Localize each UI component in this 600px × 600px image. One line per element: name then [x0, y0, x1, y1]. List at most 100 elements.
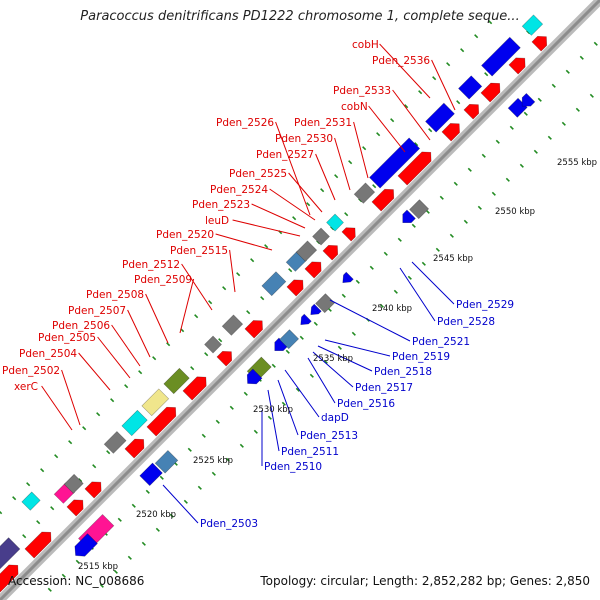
forward-gene: [369, 137, 421, 189]
tick-mark: [523, 111, 528, 116]
forward-gene: [63, 473, 84, 494]
tick-mark: [155, 527, 160, 532]
kbp-label: 2535 kbp: [313, 354, 353, 364]
tick-mark: [159, 475, 164, 480]
tick-mark: [439, 195, 444, 200]
forward-gene-shape: [312, 227, 330, 246]
reverse-gene-shape: [139, 462, 163, 487]
forward-gene: [480, 82, 501, 103]
tick-mark: [26, 482, 31, 487]
leader-line: [269, 188, 316, 221]
forward-gene-label: Pden_2525: [229, 168, 287, 180]
leader-line: [145, 293, 169, 344]
forward-gene: [286, 279, 304, 297]
leader-line: [353, 121, 369, 179]
tick-mark: [348, 160, 353, 165]
tick-mark: [113, 569, 118, 574]
forward-gene-shape: [458, 75, 483, 100]
forward-gene-shape: [163, 367, 190, 395]
tick-mark: [474, 34, 479, 39]
reverse-gene-shape: [154, 450, 179, 474]
tick-mark: [362, 146, 367, 151]
forward-gene-shape: [84, 481, 102, 499]
leader-line: [251, 203, 306, 229]
tick-mark: [271, 363, 276, 368]
tick-mark: [313, 321, 318, 326]
tick-mark: [393, 289, 398, 294]
leader-line: [288, 172, 323, 213]
forward-gene-label: Pden_2507: [68, 305, 126, 317]
forward-gene-label: Pden_2531: [294, 117, 352, 129]
forward-gene-shape: [508, 57, 526, 75]
tick-mark: [215, 419, 220, 424]
reverse-gene-shape: [409, 199, 430, 220]
forward-gene-shape: [322, 244, 339, 261]
forward-gene-label: cobN: [341, 101, 368, 113]
tick-mark: [341, 293, 346, 298]
tick-mark: [218, 338, 223, 343]
tick-mark: [404, 104, 409, 109]
tick-mark: [334, 174, 339, 179]
forward-gene-shape: [0, 564, 19, 599]
forward-gene-shape: [24, 531, 52, 559]
tick-mark: [264, 244, 269, 249]
tick-mark: [537, 97, 542, 102]
tick-mark: [372, 184, 377, 189]
tick-mark: [299, 335, 304, 340]
tick-mark: [481, 153, 486, 158]
leader-line: [127, 309, 151, 358]
reverse-gene-label: Pden_2528: [437, 316, 495, 328]
reverse-gene-label: Pden_2519: [392, 351, 450, 363]
forward-gene: [121, 409, 148, 437]
tick-mark: [12, 496, 17, 501]
reverse-gene-shape: [310, 303, 322, 316]
tick-mark: [208, 300, 213, 305]
tick-mark: [47, 587, 52, 592]
tick-mark: [376, 132, 381, 137]
forward-gene-shape: [481, 36, 521, 77]
tick-mark: [565, 69, 570, 74]
tick-mark: [428, 128, 433, 133]
forward-gene-label: leuD: [205, 215, 229, 227]
forward-gene: [463, 103, 480, 120]
tick-mark: [36, 520, 41, 525]
kbp-label: 2515 kbp: [78, 562, 118, 572]
kbp-label: 2540 kbp: [372, 304, 412, 314]
tick-mark: [285, 349, 290, 354]
tick-mark: [407, 275, 412, 280]
leader-line: [232, 219, 301, 237]
forward-gene-shape: [182, 376, 207, 401]
forward-gene-shape: [103, 431, 127, 454]
forward-gene: [531, 35, 548, 52]
forward-gene-shape: [221, 314, 244, 336]
forward-gene: [163, 367, 190, 395]
forward-gene-shape: [531, 35, 548, 52]
reverse-gene: [300, 313, 312, 326]
tick-mark: [92, 464, 97, 469]
tick-mark: [355, 279, 360, 284]
reverse-gene: [402, 209, 416, 224]
tick-mark: [250, 258, 255, 263]
leader-line: [267, 389, 280, 452]
kbp-label: 2530 kbp: [253, 405, 293, 415]
reverse-gene-label: dapD: [321, 412, 349, 424]
tick-mark: [509, 125, 514, 130]
forward-gene: [21, 491, 41, 511]
forward-gene: [146, 406, 177, 437]
tick-mark: [260, 296, 265, 301]
topology-text: Topology: circular; Length: 2,852,282 bp…: [260, 574, 590, 588]
tick-mark: [351, 331, 356, 336]
forward-gene: [0, 564, 19, 599]
label-leader-lines: [41, 43, 456, 524]
leader-line: [329, 299, 411, 342]
forward-gene-shape: [204, 335, 222, 354]
tick-mark: [201, 433, 206, 438]
tick-mark: [267, 415, 272, 420]
forward-gene: [295, 240, 318, 262]
forward-gene: [216, 350, 233, 367]
tick-mark: [383, 251, 388, 256]
forward-gene: [458, 75, 483, 100]
tick-mark: [484, 72, 489, 77]
reverse-gene-label: Pden_2518: [374, 366, 432, 378]
tick-mark: [337, 345, 342, 350]
